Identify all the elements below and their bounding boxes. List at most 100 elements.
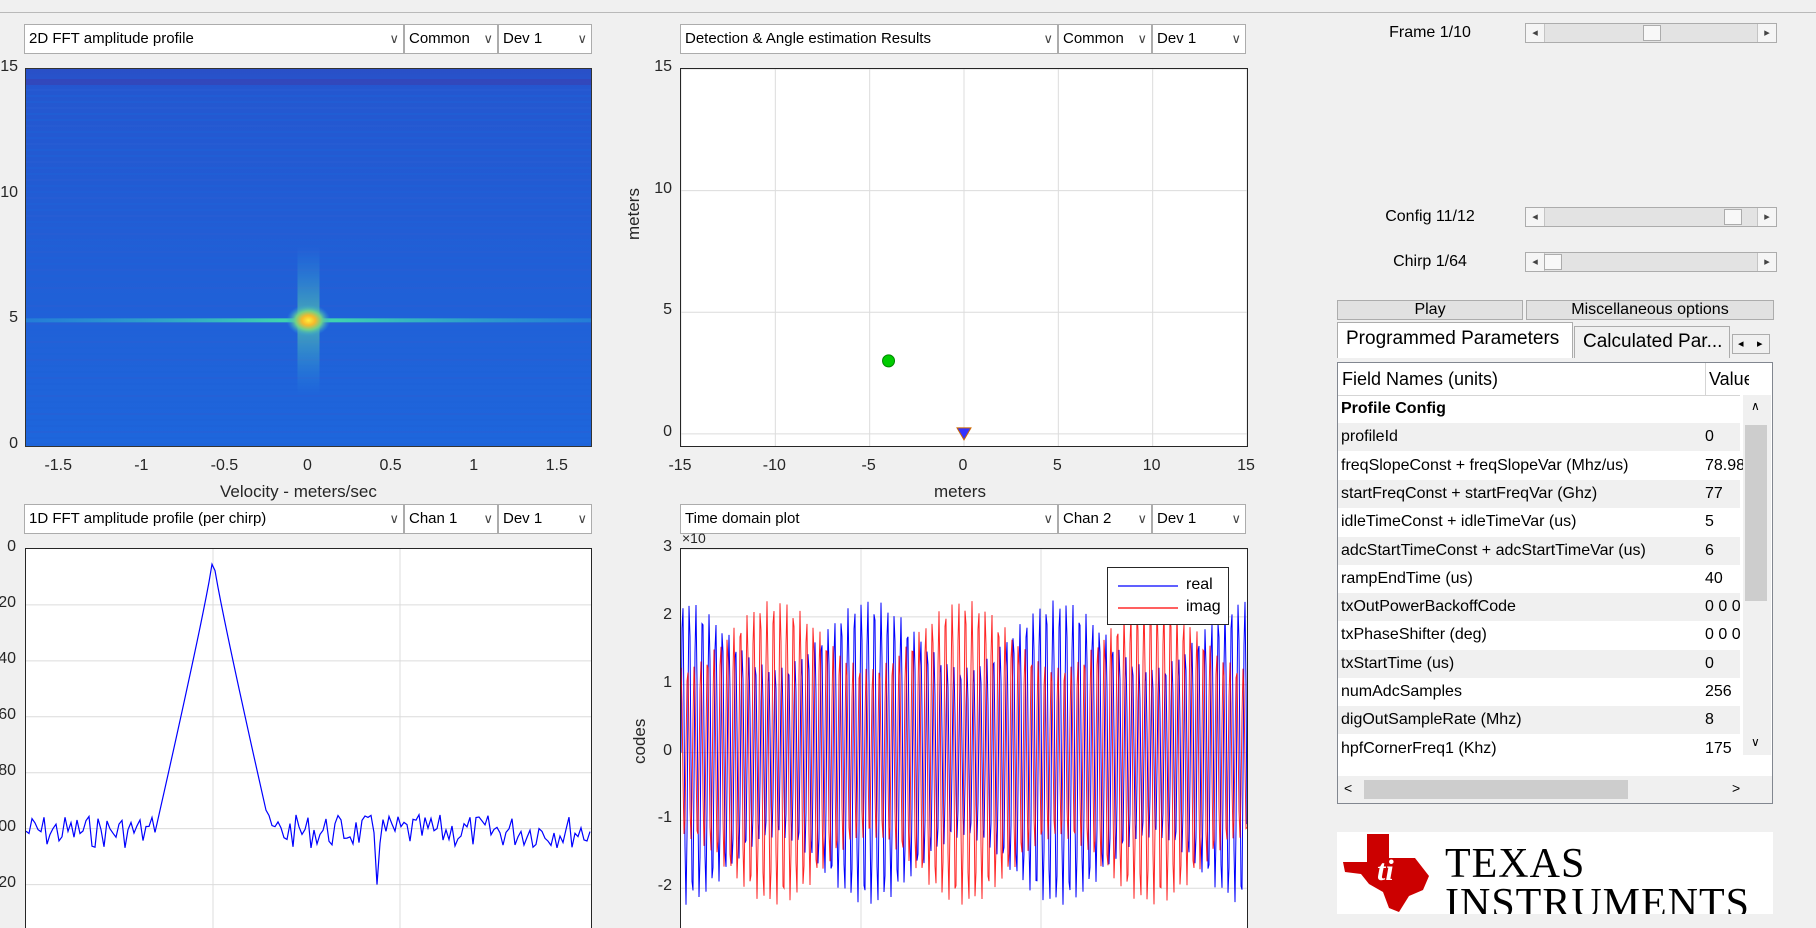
legend-label-imag: imag bbox=[1186, 598, 1221, 615]
dropdown-value: 1D FFT amplitude profile (per chirp) bbox=[29, 510, 267, 527]
vertical-scroll-thumb[interactable] bbox=[1745, 425, 1767, 601]
fft-1d-line-plot[interactable] bbox=[25, 548, 592, 928]
heatmap-noise-stripe bbox=[26, 215, 591, 217]
dropdown-value: Chan 2 bbox=[1063, 510, 1112, 527]
slider-left-arrow-icon[interactable]: ◂ bbox=[1526, 208, 1545, 226]
chevron-down-icon: ∨ bbox=[577, 511, 587, 526]
time-domain-y-tick: 2 bbox=[663, 605, 672, 623]
mode-dropdown-top-left[interactable]: Common ∨ bbox=[404, 24, 498, 54]
table-row[interactable]: startFreqConst + startFreqVar (Ghz) 77 bbox=[1338, 479, 1740, 508]
table-row[interactable]: freqSlopeConst + freqSlopeVar (Mhz/us) 78… bbox=[1338, 452, 1745, 480]
tab-scroll-right-icon[interactable]: ▸ bbox=[1757, 338, 1763, 350]
fft-1d-y-tick: 120 bbox=[0, 873, 16, 891]
slider-left-arrow-icon[interactable]: ◂ bbox=[1526, 253, 1545, 271]
heatmap-x-axis-label: Velocity - meters/sec bbox=[220, 482, 377, 501]
scatter-x-tick: -10 bbox=[762, 457, 786, 474]
table-row[interactable]: numAdcSamples 256 bbox=[1338, 678, 1740, 706]
tab-scroll-buttons[interactable]: ◂ ▸ bbox=[1732, 334, 1770, 354]
scatter-x-tick: 0 bbox=[958, 457, 968, 474]
heatmap-noise-stripe bbox=[26, 221, 591, 223]
header-field-names: Field Names (units) bbox=[1342, 369, 1499, 389]
tab-scroll-left-icon[interactable]: ◂ bbox=[1738, 338, 1744, 350]
detected-object-point[interactable] bbox=[882, 354, 896, 368]
scroll-left-icon[interactable]: < bbox=[1344, 780, 1353, 796]
table-row[interactable]: txPhaseShifter (deg) 0 0 0 bbox=[1338, 621, 1741, 649]
device-dropdown-bottom-right[interactable]: Dev 1 ∨ bbox=[1152, 504, 1246, 534]
table-cell-field-name: digOutSampleRate (Mhz) bbox=[1341, 711, 1522, 729]
table-row[interactable]: hpfCornerFreq1 (Khz) 175 bbox=[1338, 735, 1740, 763]
scatter-x-tick: 5 bbox=[1052, 457, 1062, 474]
dropdown-value: 2D FFT amplitude profile bbox=[29, 30, 194, 47]
time-domain-scale-label: ×10 bbox=[682, 530, 706, 546]
slider-right-arrow-icon[interactable]: ▸ bbox=[1757, 24, 1776, 42]
frame-slider[interactable]: ◂ ▸ bbox=[1525, 23, 1777, 43]
table-cell-field-name: freqSlopeConst + freqSlopeVar (Mhz/us) bbox=[1341, 456, 1629, 474]
miscellaneous-options-button[interactable]: Miscellaneous options bbox=[1526, 300, 1774, 320]
slider-thumb[interactable] bbox=[1724, 209, 1743, 225]
table-vertical-scrollbar[interactable]: ∧ ∨ bbox=[1743, 395, 1771, 755]
scroll-right-icon[interactable]: > bbox=[1732, 780, 1741, 796]
detection-scatter-plot[interactable] bbox=[680, 68, 1248, 447]
tab-programmed-parameters[interactable]: Programmed Parameters bbox=[1337, 322, 1573, 358]
plot-type-dropdown-top-left[interactable]: 2D FFT amplitude profile ∨ bbox=[24, 24, 404, 54]
plot-type-dropdown-bottom-right[interactable]: Time domain plot ∨ bbox=[680, 504, 1058, 534]
plot-type-dropdown-top-right[interactable]: Detection & Angle estimation Results ∨ bbox=[680, 24, 1058, 54]
table-cell-field-name: adcStartTimeConst + adcStartTimeVar (us) bbox=[1341, 541, 1646, 559]
table-cell-value: 5 bbox=[1705, 513, 1714, 531]
parameters-table[interactable]: Field Names (units) Value Profile Config… bbox=[1337, 362, 1773, 804]
config-slider[interactable]: ◂ ▸ bbox=[1525, 207, 1777, 227]
chevron-down-icon: ∨ bbox=[1043, 511, 1053, 526]
heatmap-x-tick: 0 bbox=[303, 457, 312, 474]
time-domain-plot[interactable]: real imag bbox=[680, 548, 1248, 928]
table-cell-value: 78.98 bbox=[1705, 456, 1745, 474]
mode-dropdown-top-right[interactable]: Common ∨ bbox=[1058, 24, 1152, 54]
heatmap-x-tick: -1.5 bbox=[44, 457, 73, 474]
table-row[interactable]: txOutPowerBackoffCode 0 0 0 bbox=[1338, 593, 1741, 622]
table-cell-value: 0 0 0 bbox=[1705, 626, 1741, 644]
slider-right-arrow-icon[interactable]: ▸ bbox=[1757, 253, 1776, 271]
scatter-x-tick: -15 bbox=[668, 457, 692, 474]
scroll-up-icon[interactable]: ∧ bbox=[1751, 399, 1760, 413]
table-cell-field-name: startFreqConst + startFreqVar (Ghz) bbox=[1341, 484, 1598, 502]
play-button[interactable]: Play bbox=[1337, 300, 1523, 320]
chirp-slider[interactable]: ◂ ▸ bbox=[1525, 252, 1777, 272]
chevron-down-icon: ∨ bbox=[1231, 511, 1241, 526]
plot-type-dropdown-bottom-left[interactable]: 1D FFT amplitude profile (per chirp) ∨ bbox=[24, 504, 404, 534]
table-cell-value: 0 bbox=[1705, 654, 1714, 672]
chevron-down-icon: ∨ bbox=[1137, 31, 1147, 46]
table-row[interactable]: idleTimeConst + idleTimeVar (us) 5 bbox=[1338, 508, 1740, 536]
time-domain-y-tick: -1 bbox=[657, 809, 672, 827]
scatter-y-tick: 0 bbox=[663, 422, 672, 440]
tab-calculated-parameters[interactable]: Calculated Par... bbox=[1574, 326, 1730, 358]
slider-thumb[interactable] bbox=[1643, 25, 1661, 41]
heatmap-noise-stripe bbox=[26, 119, 591, 121]
dropdown-value: Chan 1 bbox=[409, 510, 458, 527]
fft-2d-heatmap[interactable] bbox=[25, 68, 592, 447]
device-dropdown-top-left[interactable]: Dev 1 ∨ bbox=[498, 24, 592, 54]
horizontal-scroll-thumb[interactable] bbox=[1364, 780, 1628, 799]
slider-left-arrow-icon[interactable]: ◂ bbox=[1526, 24, 1545, 42]
device-dropdown-bottom-left[interactable]: Dev 1 ∨ bbox=[498, 504, 592, 534]
heatmap-noise-stripe bbox=[26, 107, 591, 109]
heatmap-noise-stripe bbox=[26, 131, 591, 133]
table-horizontal-scrollbar[interactable]: < > bbox=[1338, 776, 1772, 803]
legend-label-real: real bbox=[1186, 576, 1213, 593]
slider-thumb[interactable] bbox=[1544, 254, 1562, 270]
table-row[interactable]: txStartTime (us) 0 bbox=[1338, 649, 1740, 678]
table-row[interactable]: profileId 0 bbox=[1338, 423, 1740, 452]
heatmap-noise-stripe bbox=[26, 419, 591, 421]
channel-dropdown-bottom-left[interactable]: Chan 1 ∨ bbox=[404, 504, 498, 534]
table-cell-field-name: txOutPowerBackoffCode bbox=[1341, 598, 1516, 616]
scroll-down-icon[interactable]: ∨ bbox=[1751, 735, 1760, 749]
table-cell-field-name: txStartTime (us) bbox=[1341, 654, 1455, 672]
slider-right-arrow-icon[interactable]: ▸ bbox=[1757, 208, 1776, 226]
device-dropdown-top-right[interactable]: Dev 1 ∨ bbox=[1152, 24, 1246, 54]
time-domain-legend: real imag bbox=[1107, 567, 1229, 625]
heatmap-noise-stripe bbox=[26, 101, 591, 103]
channel-dropdown-bottom-right[interactable]: Chan 2 ∨ bbox=[1058, 504, 1152, 534]
table-row[interactable]: rampEndTime (us) 40 bbox=[1338, 565, 1740, 593]
table-row[interactable]: Profile Config bbox=[1338, 395, 1740, 423]
table-row[interactable]: adcStartTimeConst + adcStartTimeVar (us)… bbox=[1338, 536, 1740, 565]
heatmap-noise-stripe bbox=[26, 137, 591, 139]
table-row[interactable]: digOutSampleRate (Mhz) 8 bbox=[1338, 706, 1740, 735]
